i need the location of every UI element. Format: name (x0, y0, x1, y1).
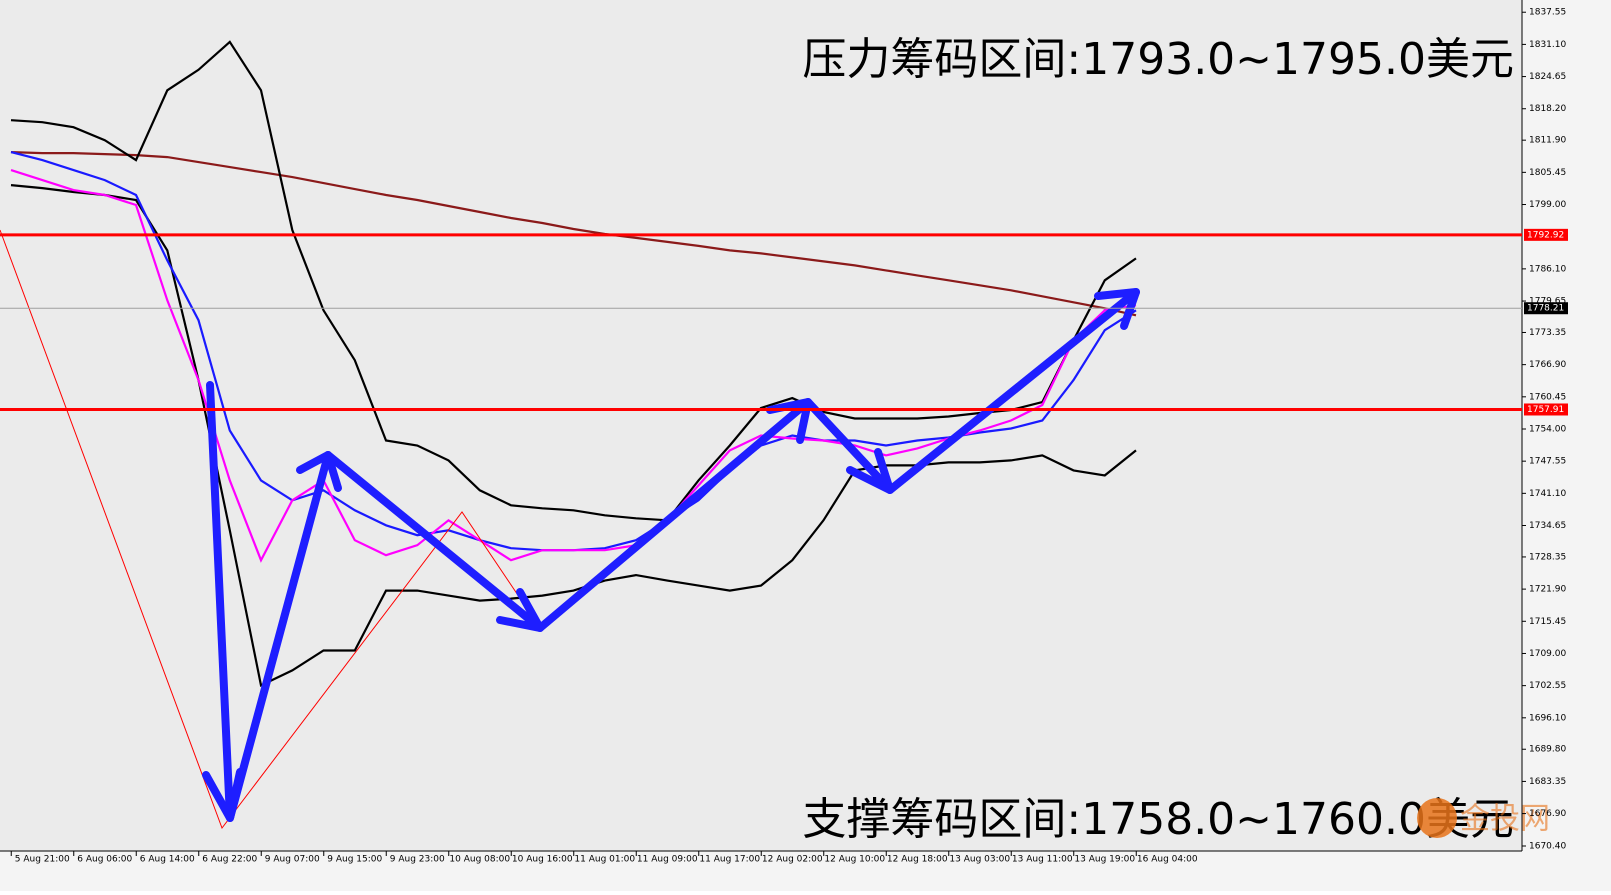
y-tick-label: 1670.40 (1529, 842, 1566, 852)
x-tick-label: 13 Aug 11:00 (1012, 855, 1073, 865)
y-tick-label: 1689.80 (1529, 745, 1566, 755)
x-tick-label: 12 Aug 02:00 (762, 855, 823, 865)
axis-background (0, 851, 1522, 891)
x-tick-label: 16 Aug 04:00 (1137, 855, 1198, 865)
y-tick-label: 1696.10 (1529, 713, 1566, 723)
arrows (202, 288, 1140, 822)
series-line (10, 151, 1137, 317)
x-tick-label: 12 Aug 18:00 (887, 855, 948, 865)
arrow-head (202, 768, 244, 822)
x-tick-label: 13 Aug 03:00 (949, 855, 1010, 865)
y-tick-label: 1747.55 (1529, 457, 1566, 467)
y-tick-label: 1805.45 (1529, 168, 1566, 178)
y-tick-label: 1799.00 (1529, 200, 1566, 210)
x-tick-label: 9 Aug 15:00 (327, 855, 382, 865)
level-label: 1757.91 (1527, 405, 1564, 415)
level-label-box (1524, 302, 1568, 315)
x-tick-label: 10 Aug 16:00 (512, 855, 573, 865)
watermark: 金投网 (1460, 802, 1550, 837)
arrow-head (766, 398, 812, 444)
level-label: 1778.21 (1527, 304, 1564, 314)
x-tick-label: 5 Aug 21:00 (15, 855, 70, 865)
x-tick-label: 6 Aug 22:00 (202, 855, 257, 865)
arrow-head (1094, 288, 1140, 330)
series-line (10, 40, 1137, 522)
annotation: 压力筹码区间:1793.0~1795.0美元 (802, 34, 1514, 85)
x-tick-label: 11 Aug 01:00 (574, 855, 635, 865)
x-tick-label: 11 Aug 09:00 (637, 855, 698, 865)
y-tick-label: 1741.10 (1529, 489, 1566, 499)
x-tick-label: 9 Aug 07:00 (265, 855, 320, 865)
arrow-head (296, 451, 342, 492)
x-tick-label: 12 Aug 10:00 (824, 855, 885, 865)
y-tick-label: 1837.55 (1529, 8, 1566, 18)
y-tick-label: 1779.65 (1529, 297, 1566, 307)
y-tick-label: 1734.65 (1529, 521, 1566, 531)
y-tick-label: 1824.65 (1529, 72, 1566, 82)
level-label: 1792.92 (1527, 230, 1564, 240)
x-tick-label: 9 Aug 23:00 (390, 855, 445, 865)
trend-line (0, 229, 541, 830)
y-tick-label: 1721.90 (1529, 585, 1566, 595)
y-tick-label: 1676.90 (1529, 809, 1566, 819)
y-tick-label: 1728.35 (1529, 552, 1566, 562)
x-tick-label: 11 Aug 17:00 (699, 855, 760, 865)
y-tick-label: 1702.55 (1529, 681, 1566, 691)
x-tick-label: 10 Aug 08:00 (449, 855, 510, 865)
axis-background (1522, 0, 1611, 891)
annotation: 支撑筹码区间:1758.0~1760.0美元 (802, 794, 1514, 845)
y-tick-label: 1715.45 (1529, 617, 1566, 627)
y-tick-label: 1818.20 (1529, 104, 1566, 114)
x-tick-label: 6 Aug 14:00 (140, 855, 195, 865)
level-label-box (1524, 228, 1568, 241)
level-label-box (1524, 403, 1568, 416)
y-tick-label: 1754.00 (1529, 424, 1566, 434)
y-tick-label: 1786.10 (1529, 264, 1566, 274)
arrow-head (846, 448, 894, 494)
arrow-head (496, 588, 544, 632)
x-tick-label: 13 Aug 19:00 (1074, 855, 1135, 865)
x-tick-label: 6 Aug 06:00 (77, 855, 132, 865)
y-tick-label: 1766.90 (1529, 360, 1566, 370)
y-tick-label: 1773.35 (1529, 328, 1566, 338)
y-tick-label: 1811.90 (1529, 136, 1566, 146)
y-tick-label: 1709.00 (1529, 649, 1566, 659)
y-tick-label: 1683.35 (1529, 777, 1566, 787)
plot-background (0, 0, 1522, 851)
y-tick-label: 1831.10 (1529, 40, 1566, 50)
y-tick-label: 1760.45 (1529, 392, 1566, 402)
logo (1417, 798, 1457, 838)
